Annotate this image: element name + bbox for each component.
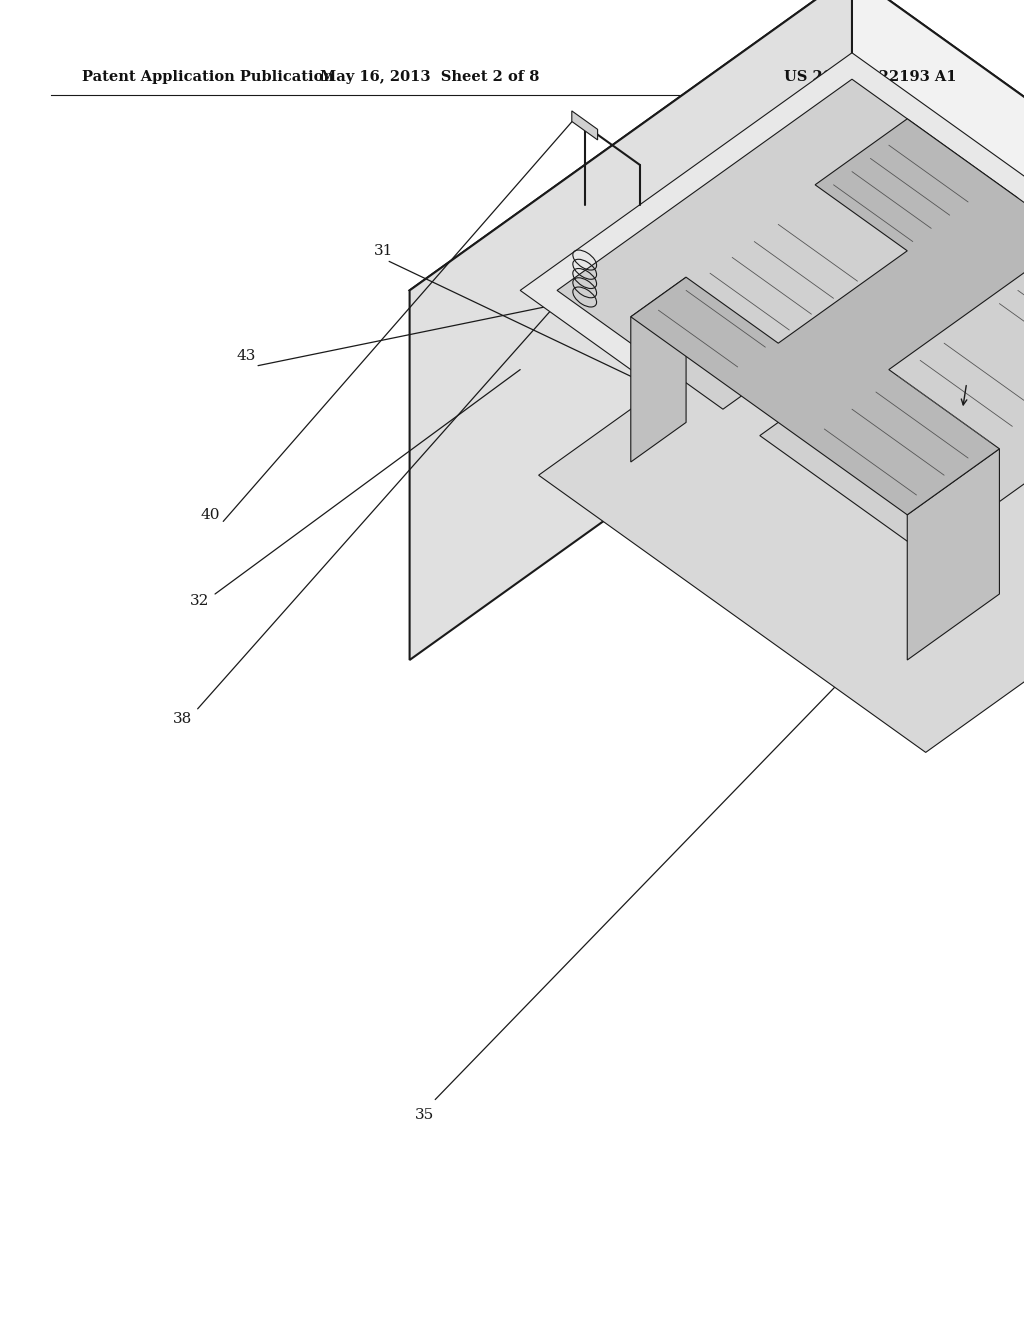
- Polygon shape: [852, 0, 1024, 713]
- Text: 35: 35: [416, 1109, 434, 1122]
- Text: May 16, 2013  Sheet 2 of 8: May 16, 2013 Sheet 2 of 8: [321, 70, 540, 83]
- Text: US 2013/0122193 A1: US 2013/0122193 A1: [784, 70, 956, 83]
- Text: 32: 32: [190, 594, 209, 607]
- Text: Fig. 2 - Prior Art: Fig. 2 - Prior Art: [948, 519, 967, 669]
- Polygon shape: [520, 53, 1024, 581]
- Polygon shape: [760, 224, 1024, 554]
- Text: 40: 40: [200, 508, 220, 521]
- Text: 43: 43: [237, 350, 255, 363]
- Text: Patent Application Publication: Patent Application Publication: [82, 70, 334, 83]
- Polygon shape: [571, 111, 598, 140]
- Polygon shape: [631, 277, 686, 462]
- Text: 30: 30: [754, 317, 772, 330]
- Text: 38: 38: [173, 713, 191, 726]
- Polygon shape: [557, 79, 1018, 409]
- Polygon shape: [410, 0, 852, 660]
- Text: 31: 31: [375, 244, 393, 257]
- Polygon shape: [539, 251, 1024, 752]
- Polygon shape: [907, 449, 999, 660]
- Polygon shape: [631, 119, 1024, 515]
- Polygon shape: [410, 0, 1024, 660]
